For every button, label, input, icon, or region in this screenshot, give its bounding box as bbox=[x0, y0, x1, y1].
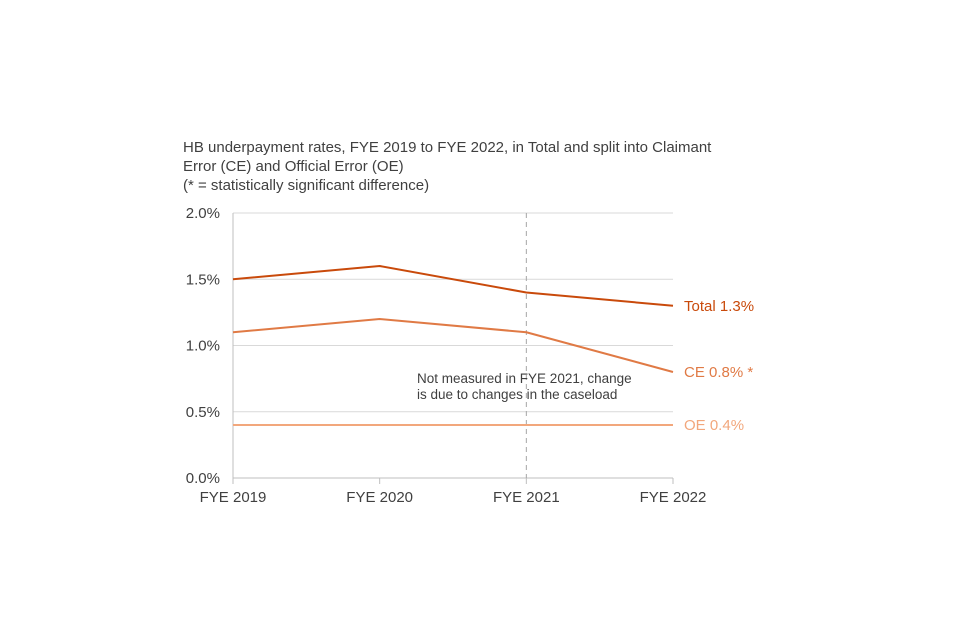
y-tick-label: 1.5% bbox=[186, 271, 220, 288]
chart-title-line-3: (* = statistically significant differenc… bbox=[183, 177, 430, 194]
series-label-oe: OE 0.4% bbox=[684, 417, 744, 434]
chart-title-line-1: HB underpayment rates, FYE 2019 to FYE 2… bbox=[183, 139, 712, 156]
chart-title: HB underpayment rates, FYE 2019 to FYE 2… bbox=[183, 138, 783, 195]
series-line-ce bbox=[232, 318, 674, 373]
x-tick-label: FYE 2021 bbox=[493, 489, 560, 506]
chart-title-line-2: Error (CE) and Official Error (OE) bbox=[183, 158, 404, 175]
annotation-text-line: Not measured in FYE 2021, change bbox=[417, 371, 632, 386]
annotation-text-line: is due to changes in the caseload bbox=[417, 387, 617, 402]
y-tick-label: 1.0% bbox=[186, 338, 220, 355]
x-tick-label: FYE 2019 bbox=[200, 489, 267, 506]
x-tick-label: FYE 2020 bbox=[346, 489, 413, 506]
series-label-ce: CE 0.8% * bbox=[684, 364, 753, 381]
series-line-total bbox=[232, 265, 674, 307]
series-label-total: Total 1.3% bbox=[684, 298, 754, 315]
x-tick-label: FYE 2022 bbox=[640, 489, 707, 506]
y-tick-label: 0.0% bbox=[186, 470, 220, 487]
y-tick-label: 2.0% bbox=[186, 205, 220, 222]
y-tick-label: 0.5% bbox=[186, 404, 220, 421]
